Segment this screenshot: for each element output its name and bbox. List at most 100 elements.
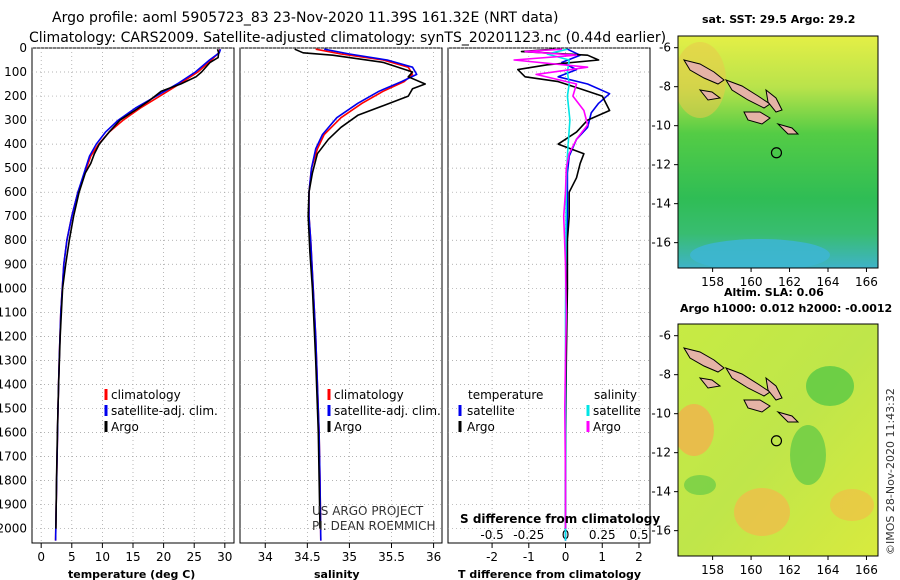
island-santa-isabel [724,367,771,397]
island-makira [776,410,800,423]
series-line-climatology [54,48,221,541]
island-choiseul [682,59,725,85]
map-x-tick-label: 160 [740,563,763,577]
sla-low-patch-2 [790,425,826,485]
sst-map-y-ticks: -6 -8 -10 -12 -14 -16 [651,41,678,250]
depth-tick-label: 800 [4,233,27,247]
sla-map-subtitle: Argo h1000: 0.012 h2000: -0.0012 [680,302,892,315]
sla-low-patch-1 [806,366,854,406]
depth-tick-label: 500 [4,161,27,175]
temperature-series [54,48,222,541]
series-line-climatology [308,48,414,541]
depth-tick-label: 900 [4,257,27,271]
depth-tick-label: 1500 [0,401,27,415]
difference-panel: -2 -1 0 1 2 -0.5 -0.25 0 0.25 0.5 T difference f… [447,47,660,580]
legend-label-s-argo: Argo [593,420,621,434]
difference-s-ticks: -0.5 -0.25 0 0.25 0.5 [480,528,648,542]
x-tick-label: 0 [37,550,45,564]
salinity-x-ticks: 34 34.5 35 35.5 36 [258,543,441,564]
sla-high-patch-south [734,488,790,536]
map-y-tick-label: -12 [651,158,671,172]
map-x-tick-label: 164 [817,275,840,289]
x-tick-label: 5 [68,550,76,564]
legend-title-temperature: temperature [468,388,543,402]
legend-label-satellite: satellite-adj. clim. [334,404,441,418]
depth-tick-label: 100 [4,65,27,79]
sla-high-patch-west [678,404,714,456]
map-y-tick-label: -16 [651,524,671,538]
salinity-series [294,48,427,541]
difference-s-label: S difference from climatology [460,512,660,526]
sla-islands [682,347,800,423]
map-y-tick-label: -8 [659,368,671,382]
x-tick-label: 25 [187,550,202,564]
depth-tick-label: 1000 [0,281,27,295]
x-tick-label: 2 [635,550,643,564]
depth-tick-label: 300 [4,113,27,127]
x-tick-label: 10 [95,550,110,564]
s-tick-label: -0.5 [480,528,503,542]
depth-tick-labels: 0 100 200 300 400 500 600 700 800 900 1000 1100 1200… [0,41,27,536]
map-y-tick-label: -10 [651,119,671,133]
x-tick-label: 0 [562,550,570,564]
map-x-tick-label: 164 [817,563,840,577]
depth-tick-label: 200 [4,89,27,103]
sst-map-x-ticks: 158 160 162 164 166 [701,268,878,289]
x-tick-label: -1 [523,550,535,564]
sla-map-features [678,347,874,536]
series-line-t-argo [516,48,611,529]
island-guadalcanal [743,399,771,413]
sla-high-patch-east [830,489,874,521]
map-y-tick-label: -14 [651,197,671,211]
x-tick-label: 34 [258,550,273,564]
salinity-grid [240,47,442,543]
series-line-argo [55,48,220,529]
map-x-tick-label: 162 [778,275,801,289]
sla-low-patch-3 [684,475,716,495]
salinity-x-label: salinity [314,568,360,580]
x-tick-label: 35.5 [378,550,405,564]
sst-map-features [678,42,830,268]
title-line-2: Climatology: CARS2009. Satellite-adjuste… [29,30,666,46]
depth-tick-label: 1600 [0,425,27,439]
sla-map-y-ticks: -6 -8 -10 -12 -14 -16 [651,329,678,538]
depth-tick-label: 1200 [0,329,27,343]
title-line-1: Argo profile: aoml 5905723_83 23-Nov-202… [52,10,558,26]
depth-tick-label: 1300 [0,353,27,367]
sla-map-title: Altim. SLA: 0.06 [724,286,824,299]
temperature-panel: 0100200300400500600700800900100011001200… [0,41,235,580]
map-x-tick-label: 166 [855,563,878,577]
x-tick-label: -2 [486,550,498,564]
legend-label-argo: Argo [334,420,362,434]
sst-map-panel: sat. SST: 29.5 Argo: 29.2 158 160 162 164 16… [651,13,879,289]
depth-tick-label: 2000 [0,522,27,536]
sst-islands [682,59,800,135]
sla-map-panel: Altim. SLA: 0.06 Argo h1000: 0.012 h2000… [651,286,892,577]
series-line-satellite-adj-clim- [308,48,418,541]
x-tick-label: 36 [426,550,441,564]
map-x-tick-label: 158 [701,275,724,289]
x-tick-label: 1 [598,550,606,564]
depth-tick-label: 0 [19,41,27,55]
island-choiseul [682,347,725,373]
map-y-tick-label: -8 [659,80,671,94]
difference-x-label: T difference from climatology [458,568,641,580]
temperature-grid [32,47,234,543]
legend-label-satellite: satellite-adj. clim. [111,404,218,418]
island-malaita [765,88,783,113]
series-line-argo [294,48,427,529]
series-line-satellite-adj-clim- [54,48,222,541]
island-new-georgia [698,377,722,389]
sla-map-x-ticks: 158 160 162 164 166 [701,556,878,577]
sst-argo-location [770,147,783,159]
depth-tick-label: 1400 [0,377,27,391]
sst-map-title: sat. SST: 29.5 Argo: 29.2 [702,13,855,26]
difference-x-ticks: -2 -1 0 1 2 [486,543,643,564]
x-tick-label: 20 [156,550,171,564]
s-tick-label: 0.5 [629,528,648,542]
sst-cool-patch [690,239,830,268]
temperature-x-ticks: 0 5 10 15 20 25 30 [37,543,232,564]
s-tick-label: 0.25 [589,528,616,542]
temperature-legend: climatology satellite-adj. clim. Argo [104,388,218,434]
map-y-tick-label: -6 [659,41,671,55]
